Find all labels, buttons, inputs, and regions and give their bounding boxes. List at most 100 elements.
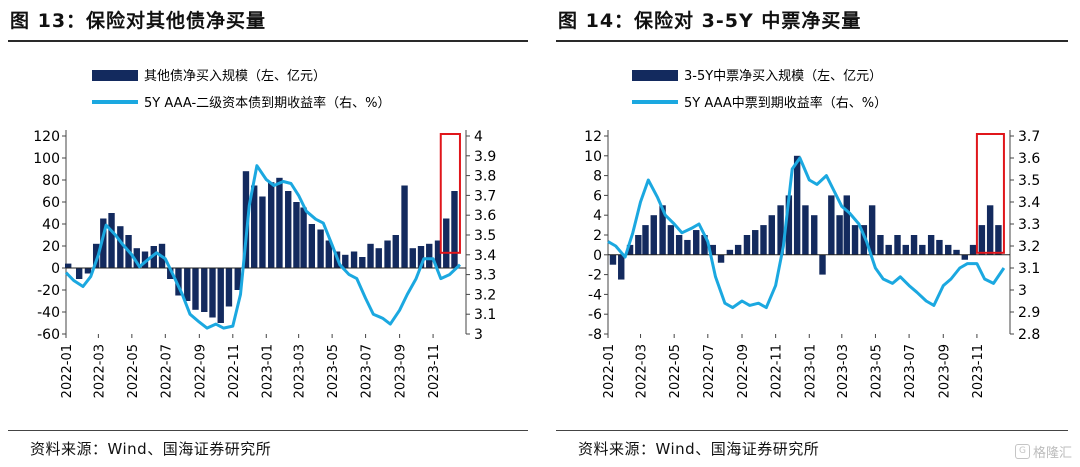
bar [141,251,149,268]
chart-panel-left: 图 13：保险对其他债净买量 其他债净买入规模（左、亿元） 5Y AAA-二级资本… [8,10,528,458]
y-tick-label-left: -60 [37,327,60,343]
x-tick-label: 2022-01 [602,344,617,398]
y-tick-label-right: 3 [1018,283,1027,299]
x-tick-label: 2022-05 [126,344,141,398]
bar [877,235,884,255]
bar [760,225,767,255]
x-tick-label: 2023-03 [836,344,851,398]
y-tick-label-left: 0 [593,248,602,264]
x-tick-label: 2022-03 [92,344,107,398]
y-tick-label-left: -2 [588,268,602,284]
bar [726,249,734,255]
bar [986,205,994,255]
x-tick-label: 2022-01 [60,344,75,398]
legend-label: 3-5Y中票净买入规模（左、亿元） [684,69,882,84]
bar [184,268,191,301]
bar [108,213,115,268]
y-tick-label-left: -20 [37,283,60,299]
bar [117,226,124,268]
y-tick-label-left: 120 [33,129,60,145]
bar [851,225,859,255]
y-tick-label-right: 3 [474,327,483,343]
bar [192,268,199,310]
y-tick-label-left: 100 [33,151,60,167]
bar [995,225,1002,255]
bar [843,195,850,255]
y-tick-label-right: 3.3 [474,268,496,284]
x-tick-label: 2023-03 [293,344,308,398]
bar [308,224,316,268]
bar [802,205,809,255]
bar [684,239,691,255]
bar [902,244,909,255]
bar [375,248,382,268]
highlight-box [975,133,1005,254]
bar [953,249,960,255]
y-tick-label-right: 3.6 [1018,151,1040,167]
bar [626,244,634,255]
y-tick-label-left: 6 [593,188,602,204]
bar [392,235,399,268]
y-tick-label-right: 3.7 [474,188,496,204]
y-tick-label-right: 2.8 [1018,327,1040,343]
bar [434,240,442,268]
y-tick-label-right: 3.2 [1018,239,1040,255]
bar [443,218,450,268]
bar [659,205,666,255]
bar [285,191,292,268]
watermark-text: 格隆汇 [1032,446,1072,461]
legend-label: 5Y AAA中票到期收益率（右、%） [684,95,887,111]
bar [836,215,843,255]
y-tick-label-left: 0 [51,261,60,277]
y-tick-label-left: -8 [588,327,602,343]
bar [401,185,408,268]
x-tick-label: 2023-07 [360,344,375,398]
bar [217,268,224,323]
x-tick-label: 2022-11 [770,344,785,398]
bar [961,254,968,260]
bar [384,240,391,268]
x-tick-label: 2023-09 [394,344,409,398]
y-tick-label-left: 4 [593,208,602,224]
legend-label: 5Y AAA-二级资本债到期收益率（右、%） [144,95,391,111]
bar [167,268,174,279]
legend: 3-5Y中票净买入规模（左、亿元） 5Y AAA中票到期收益率（右、%） [632,69,887,111]
bar [359,257,366,268]
figure-title: 图 14：保险对 3-5Y 中票净买量 [558,10,862,32]
bar [868,205,876,255]
y-tick-label-right: 3.7 [1018,129,1040,145]
bar-series [65,171,458,323]
x-tick-label: 2023-09 [937,344,952,398]
bar [268,182,275,268]
yield-line [64,164,462,330]
bar [785,195,793,255]
bar [860,225,868,255]
bar [175,268,182,296]
bar [234,268,241,290]
x-tick-label: 2023-01 [803,344,818,398]
bar [894,235,901,255]
y-tick-label-right: 3.9 [474,149,496,165]
watermark: G 格隆汇 [1014,442,1072,461]
bar [635,235,642,255]
bar-series [609,155,1002,280]
bar [75,268,83,279]
bar [276,177,283,268]
bar [828,195,835,255]
x-tick-label: 2023-05 [869,344,884,398]
source-note: 资料来源：Wind、国海证券研究所 [30,440,272,458]
y-tick-label-left: 20 [42,239,60,255]
bar [451,191,458,268]
bar [885,244,892,255]
y-tick-label-right: 3.5 [474,228,496,244]
x-tick-label: 2022-05 [668,344,683,398]
source-rule [8,430,528,431]
y-tick-label-right: 3.1 [474,307,496,323]
y-tick-label-left: 80 [42,173,60,189]
source-rule [556,430,1068,431]
legend-swatch-bar [632,70,678,81]
y-tick-label-right: 3.3 [1018,217,1040,233]
x-tick-label: 2023-11 [971,344,986,398]
chart-14: 3-5Y中票净买入规模（左、亿元） 5Y AAA中票到期收益率（右、%） -8 -6 -… [584,69,1040,398]
bar [84,268,92,274]
